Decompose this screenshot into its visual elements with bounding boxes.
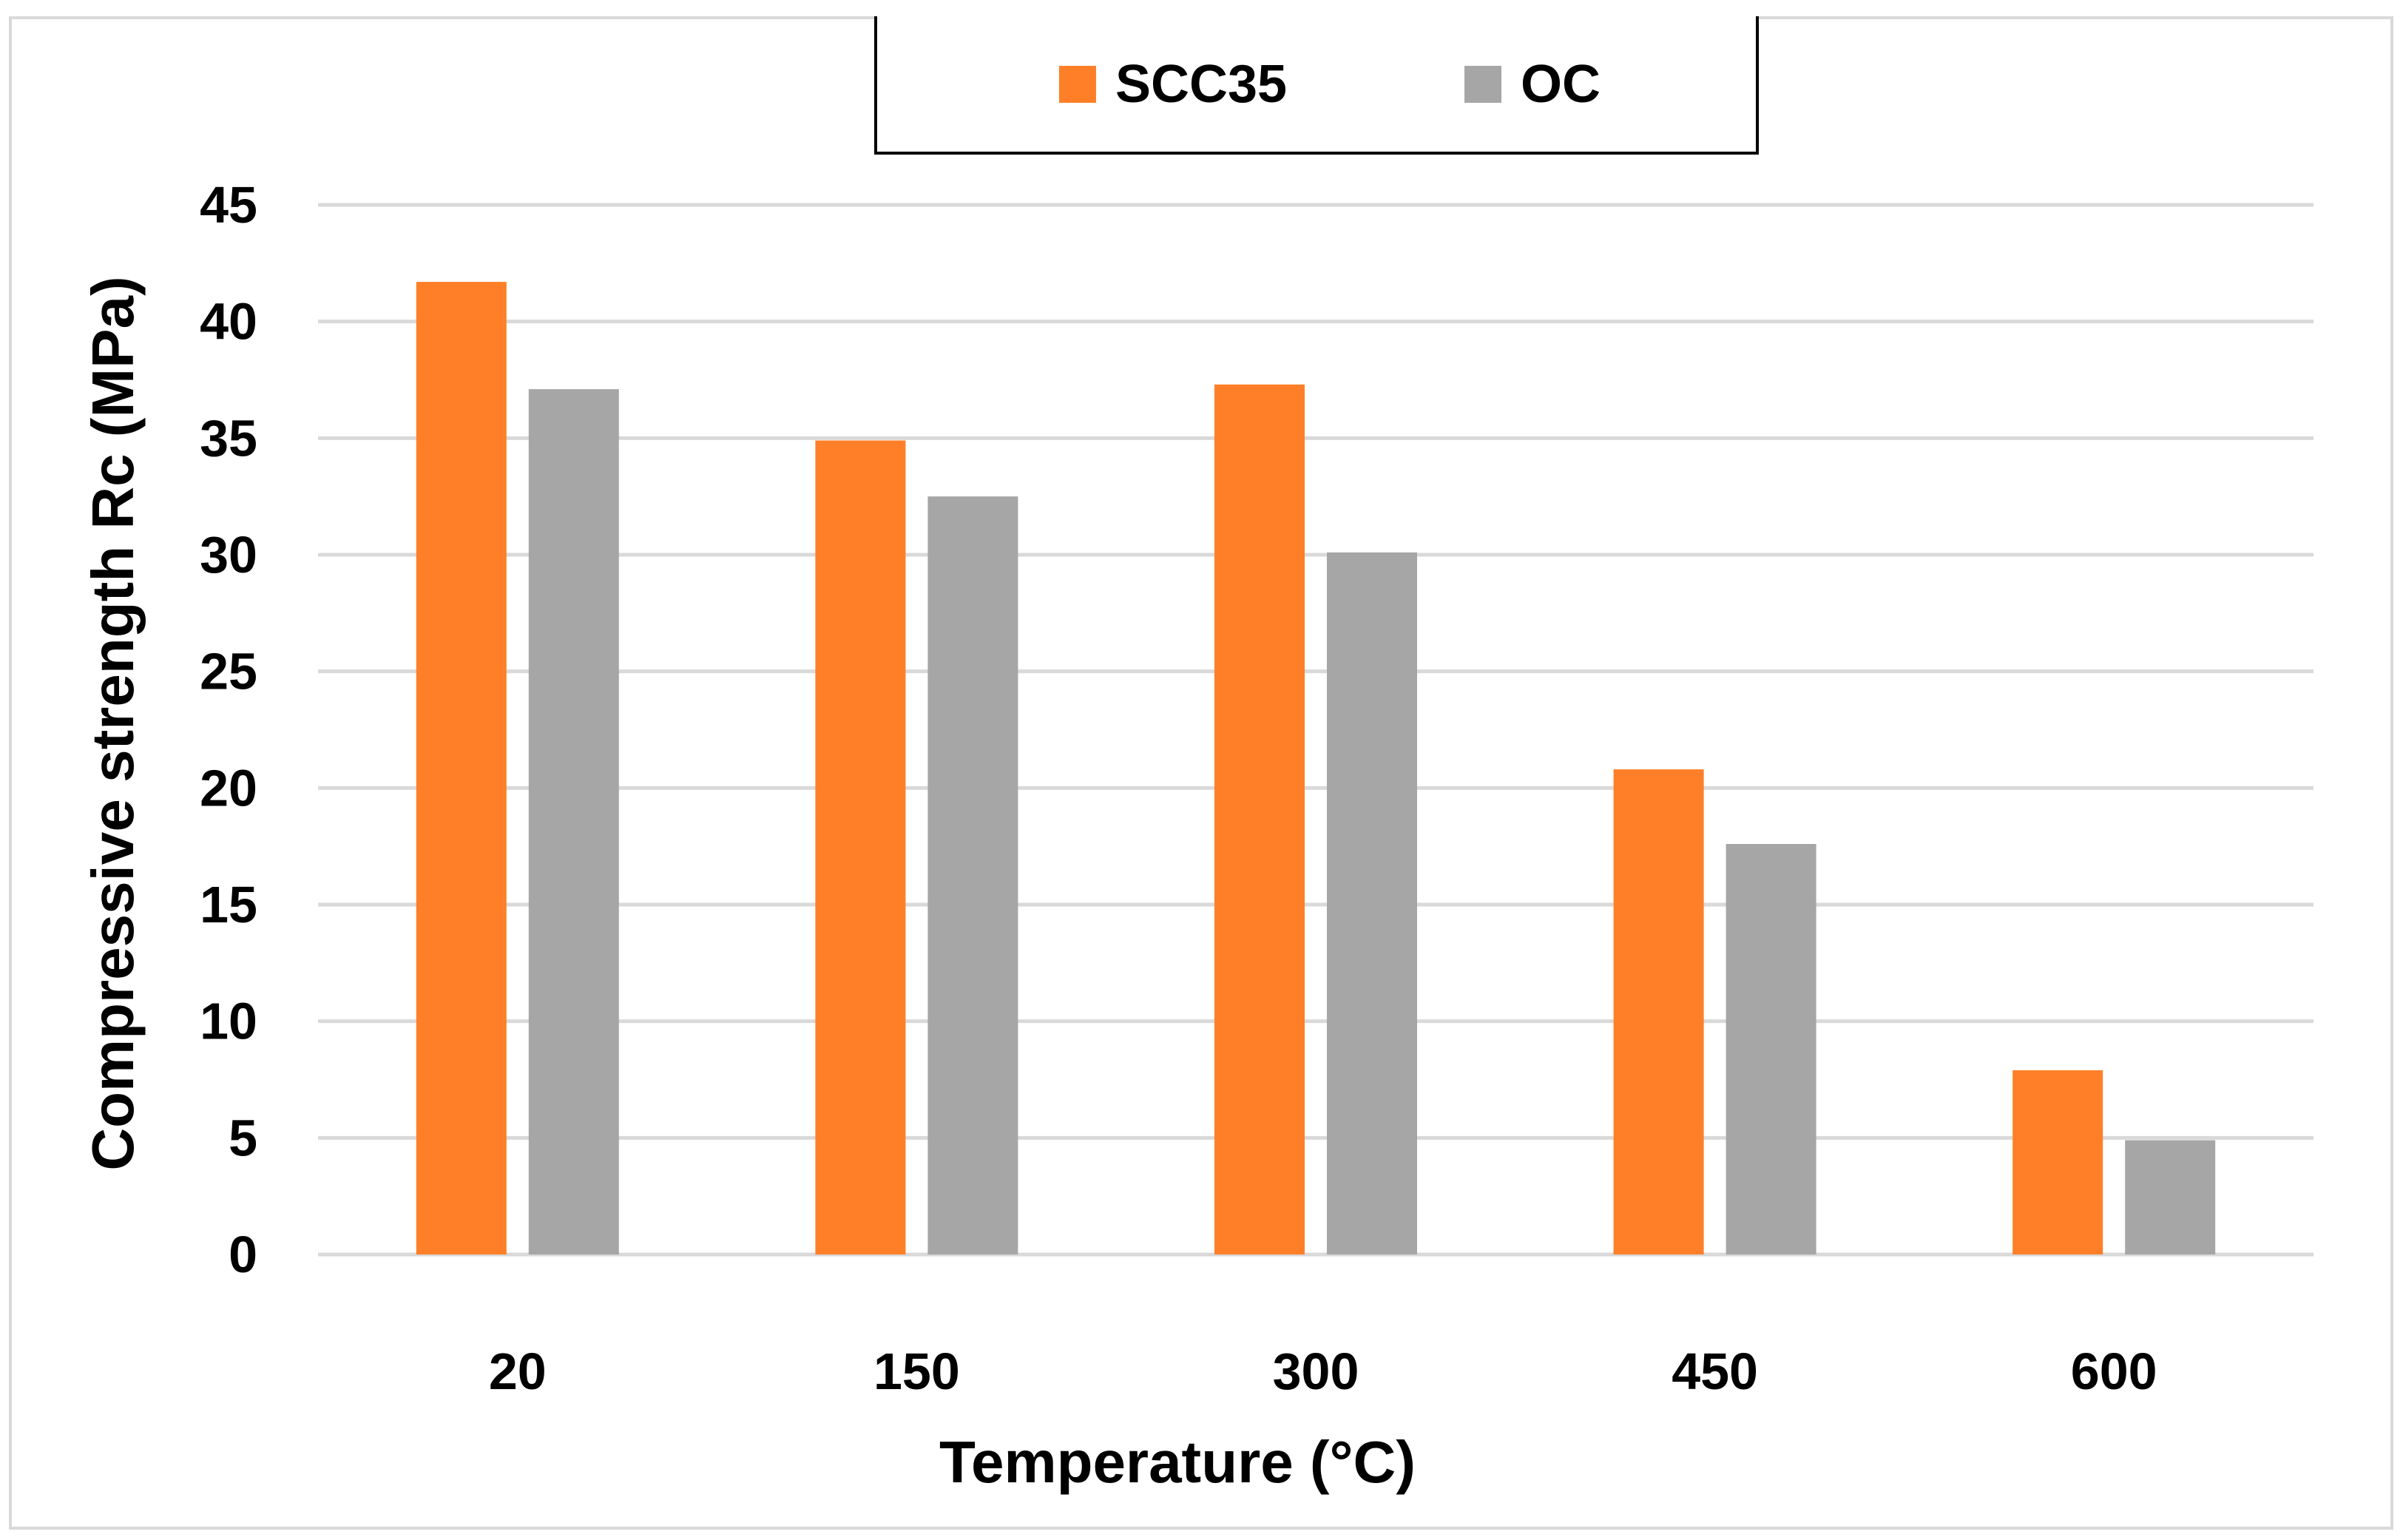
y-tick-label-15: 15 [200, 876, 257, 933]
gridlines [318, 203, 2314, 1257]
bar-oc-300 [1327, 552, 1417, 1254]
legend-label-oc: OC [1521, 54, 1601, 114]
y-tick-label-20: 20 [200, 759, 257, 817]
y-tick-label-10: 10 [200, 993, 257, 1050]
y-tick-label-35: 35 [200, 409, 257, 467]
bars [416, 282, 2216, 1255]
bar-oc-600 [2125, 1140, 2216, 1254]
bar-scc35-450 [1613, 769, 1704, 1254]
legend-swatch-oc [1464, 65, 1501, 103]
y-tick-label-40: 40 [200, 293, 257, 351]
y-axis-title: Compressive strength Rc (MPa) [80, 276, 146, 1170]
chart-frame [9, 16, 2393, 1530]
y-tick-label-5: 5 [229, 1109, 257, 1166]
y-tick-label-0: 0 [229, 1226, 257, 1283]
legend-entry-scc35: SCC35 [1059, 16, 1287, 152]
bar-oc-20 [528, 389, 619, 1255]
x-axis-title: Temperature (°C) [939, 1429, 1416, 1495]
bar-scc35-150 [815, 440, 906, 1254]
x-tick-label-150: 150 [873, 1343, 960, 1400]
bar-scc35-20 [416, 282, 507, 1254]
bar-scc35-600 [2012, 1070, 2103, 1254]
y-tick-label-45: 45 [200, 176, 257, 234]
y-tick-label-30: 30 [200, 526, 257, 584]
x-tick-label-450: 450 [1672, 1343, 1758, 1400]
y-axis-ticks: 0 5 10 15 20 25 30 35 40 45 [200, 176, 257, 1283]
bar-oc-450 [1726, 844, 1816, 1254]
legend-swatch-scc35 [1059, 65, 1096, 103]
legend: SCC35 OC [874, 16, 1759, 155]
y-tick-label-25: 25 [200, 643, 257, 700]
legend-label-scc35: SCC35 [1115, 54, 1288, 114]
x-axis-ticks: 20 150 300 450 600 [489, 1343, 2157, 1400]
x-tick-label-300: 300 [1273, 1343, 1359, 1400]
x-tick-label-600: 600 [2071, 1343, 2157, 1400]
legend-entry-oc: OC [1464, 16, 1601, 152]
bar-scc35-300 [1214, 384, 1305, 1254]
x-tick-label-20: 20 [489, 1343, 547, 1400]
bar-oc-150 [927, 496, 1018, 1254]
